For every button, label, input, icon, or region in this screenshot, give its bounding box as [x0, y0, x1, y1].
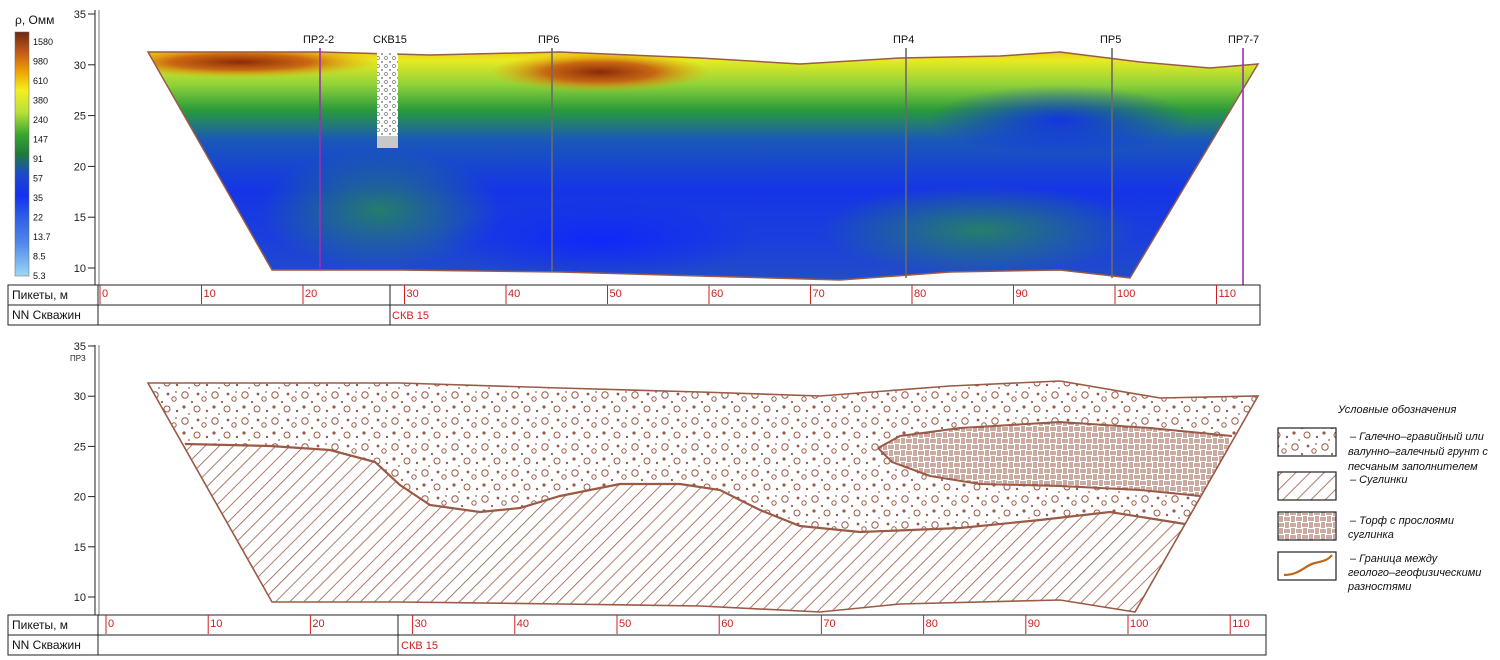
- legend-item-label: валунно–галечный грунт с: [1348, 446, 1488, 458]
- table-row-label: NN Скважин: [12, 308, 81, 322]
- picket-label: 50: [619, 618, 631, 630]
- y-tick-label: 25: [74, 111, 86, 123]
- boundary-line-icon-curve: [1283, 554, 1333, 577]
- y-tick-label: 25: [74, 441, 86, 453]
- picket-ticks: 0 10 20 30 40 50 60 70 80 90 100 110: [105, 615, 1250, 634]
- picket-label: 30: [407, 288, 419, 300]
- picket-label: 20: [312, 618, 324, 630]
- y-tick-label: 30: [74, 391, 86, 403]
- picket-label: 80: [914, 288, 926, 300]
- y-tick-label: 10: [74, 592, 86, 604]
- picket-ticks: 0 10 20 30 40 50 60 70 80 90 100 110: [99, 285, 1237, 304]
- colorbar-label: 13.7: [33, 232, 51, 242]
- well-label: СКВ 15: [401, 640, 438, 652]
- colorbar-title: ρ, Омм: [15, 13, 54, 27]
- section-outline: [146, 51, 1260, 281]
- table-row-label: Пикеты, м: [12, 288, 68, 302]
- peat-weave-icon: [1277, 511, 1337, 541]
- boundary-line: [184, 442, 1186, 534]
- picket-label: 100: [1130, 618, 1148, 630]
- colorbar-label: 980: [33, 57, 48, 67]
- picket-table: Пикеты, м NN Скважин СКВ 15 0 10 20 30 40 50 6…: [7, 284, 1261, 326]
- legend-item-label: – Суглинки: [1349, 474, 1407, 486]
- loam-hatch-icon: [1277, 471, 1337, 501]
- picket-label: 90: [1016, 288, 1028, 300]
- picket-label: 60: [711, 288, 723, 300]
- legend-item-label: – Граница между: [1349, 553, 1439, 565]
- picket-label: 110: [1232, 618, 1250, 630]
- y-tick-label: 30: [74, 60, 86, 72]
- picket-label: 20: [305, 288, 317, 300]
- y-tick-label: 35: [74, 341, 86, 353]
- y-tick-label: 15: [74, 212, 86, 224]
- y-tick-label: 10: [74, 263, 86, 275]
- profile-label: ПР7-7: [1228, 34, 1259, 46]
- loam-layer: [148, 440, 1258, 612]
- geological-section: ПРЗ 35 30 25 20 15 10 Пикеты, м NN Скважин СК…: [7, 341, 1488, 656]
- colorbar-label: 8.5: [33, 252, 46, 262]
- colorbar-label: 147: [33, 135, 48, 145]
- picket-label: 40: [517, 618, 529, 630]
- colorbar-label: 610: [33, 76, 48, 86]
- picket-label: 10: [210, 618, 222, 630]
- legend: Условные обозначения – Галечно–гравийный…: [1277, 404, 1488, 593]
- colorbar-label: 240: [33, 115, 48, 125]
- legend-item-label: – Торф с прослоями: [1349, 515, 1454, 527]
- picket-label: 30: [415, 618, 427, 630]
- colorbar-labels: 1580 980 610 380 240 147 91 57 35 22 13.7 8.5 5.3: [33, 37, 53, 281]
- colorbar-label: 57: [33, 174, 43, 184]
- well-column: [377, 52, 398, 136]
- profile-label: ПР6: [538, 34, 559, 46]
- well-label: СКВ 15: [392, 310, 429, 322]
- picket-label: 70: [823, 618, 835, 630]
- colorbar-label: 380: [33, 96, 48, 106]
- table-row-label: Пикеты, м: [12, 618, 68, 632]
- boundary-line: [877, 447, 1201, 497]
- legend-item-label: разностями: [1347, 581, 1411, 593]
- colorbar-label: 91: [33, 154, 43, 164]
- legend-item-label: суглинка: [1348, 529, 1394, 541]
- profile-label: ПР5: [1100, 34, 1121, 46]
- y-tick-label: 15: [74, 542, 86, 554]
- picket-label: 60: [721, 618, 733, 630]
- picket-label: 40: [508, 288, 520, 300]
- legend-title: Условные обозначения: [1337, 404, 1457, 416]
- gravel-icon: [1277, 427, 1337, 457]
- picket-label: 90: [1028, 618, 1040, 630]
- well-column-base: [377, 136, 398, 148]
- y-tick-label: 35: [74, 9, 86, 21]
- peat-lens: [878, 422, 1230, 496]
- colorbar-label: 5.3: [33, 271, 46, 281]
- colorbar-label: 22: [33, 213, 43, 223]
- picket-label: 110: [1219, 288, 1237, 300]
- picket-label: 10: [204, 288, 216, 300]
- picket-label: 80: [926, 618, 938, 630]
- geo-section-outline: [146, 380, 1260, 613]
- legend-item-label: геолого–геофизическими: [1348, 567, 1481, 579]
- picket-label: 70: [813, 288, 825, 300]
- boundary-line: [877, 420, 1233, 449]
- y-tick-label: 20: [74, 161, 86, 173]
- picket-label: 0: [108, 618, 114, 630]
- picket-table: Пикеты, м NN Скважин СКВ 15 0 10 20 30 40 50 6…: [7, 614, 1267, 656]
- colorbar-label: 35: [33, 193, 43, 203]
- picket-label: 100: [1117, 288, 1135, 300]
- profile-label: СКВ15: [373, 34, 407, 46]
- table-row-label: NN Скважин: [12, 638, 81, 652]
- y-tick-label: 20: [74, 492, 86, 504]
- legend-item-label: песчаным заполнителем: [1348, 461, 1478, 473]
- picket-label: 50: [610, 288, 622, 300]
- profile-label: ПР2-2: [303, 34, 334, 46]
- colorbar-label: 1580: [33, 37, 53, 47]
- picket-label: 0: [102, 288, 108, 300]
- resistivity-section: ρ, Омм 15809806103802401479157352213.78.…: [7, 9, 1261, 326]
- profile-label: ПР4: [893, 34, 914, 46]
- y-axis-ticks: 35 30 25 20 15 10: [74, 9, 95, 275]
- y-axis-note: ПРЗ: [70, 354, 86, 363]
- colorbar: [14, 31, 30, 277]
- y-axis-ticks: 35 30 25 20 15 10: [74, 341, 95, 604]
- legend-item-label: – Галечно–гравийный или: [1349, 431, 1484, 443]
